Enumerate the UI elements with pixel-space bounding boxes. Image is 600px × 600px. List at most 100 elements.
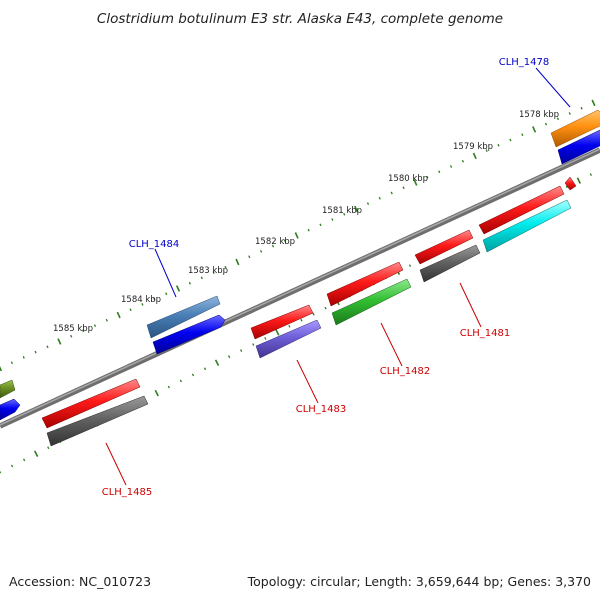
scale-label-1582: 1582 kbp xyxy=(255,237,295,247)
minor-tick xyxy=(390,191,393,195)
label-clh-1481[interactable]: CLH_1481 xyxy=(460,328,511,339)
major-tick xyxy=(576,177,582,184)
scale-label-1583: 1583 kbp xyxy=(188,266,228,276)
minor-tick xyxy=(212,271,215,274)
gene-olive-left[interactable] xyxy=(0,379,16,399)
minor-tick xyxy=(34,350,37,354)
minor-tick xyxy=(580,106,583,110)
gene-red-right[interactable] xyxy=(478,185,565,235)
minor-tick xyxy=(129,308,132,312)
major-tick xyxy=(235,258,240,266)
gene-red-1483a[interactable] xyxy=(250,304,314,340)
major-tick xyxy=(275,329,280,336)
minor-tick xyxy=(426,175,429,179)
gene-blue-1478b[interactable] xyxy=(557,129,600,165)
minor-tick xyxy=(438,170,441,174)
minor-tick xyxy=(252,343,255,346)
major-tick xyxy=(591,99,596,107)
minor-tick xyxy=(449,165,453,168)
reverse-strand-genes xyxy=(41,176,577,447)
gene-clh-1484[interactable] xyxy=(146,295,221,339)
leader-clh-1483 xyxy=(296,359,319,404)
scale-label-1579: 1579 kbp xyxy=(453,142,493,152)
minor-tick xyxy=(497,143,500,147)
minor-tick xyxy=(408,264,412,267)
minor-tick xyxy=(402,186,405,190)
accession-text: Accession: NC_010723 xyxy=(9,574,151,589)
minor-tick xyxy=(10,361,13,365)
minor-tick xyxy=(485,149,488,152)
scale-label-1585: 1585 kbp xyxy=(53,324,93,334)
major-tick xyxy=(57,338,62,345)
map-title: Clostridium botulinum E3 str. Alaska E43… xyxy=(97,11,503,27)
minor-tick xyxy=(461,159,464,163)
minor-tick xyxy=(240,349,243,352)
gene-labels: CLH_1478 CLH_1484 CLH_1481 CLH_1482 CLH_… xyxy=(102,57,550,498)
major-tick xyxy=(472,152,477,160)
major-tick xyxy=(175,285,181,292)
minor-tick xyxy=(70,334,73,338)
major-tick xyxy=(354,205,359,213)
major-tick xyxy=(214,359,220,366)
minor-tick xyxy=(179,379,182,383)
minor-tick xyxy=(188,281,191,285)
scale-label-1580: 1580 kbp xyxy=(388,174,428,184)
gene-blue-left[interactable] xyxy=(0,398,21,421)
minor-tick xyxy=(46,345,49,349)
minor-tick xyxy=(312,312,315,316)
minor-tick xyxy=(191,373,195,377)
gene-blue-1484b[interactable] xyxy=(152,314,226,355)
minor-tick xyxy=(248,255,251,259)
minor-tick xyxy=(260,250,263,253)
gene-red-1482a[interactable] xyxy=(326,261,404,307)
label-clh-1483[interactable]: CLH_1483 xyxy=(296,404,347,415)
major-tick xyxy=(33,450,39,457)
minor-tick xyxy=(165,292,168,296)
gene-red-small[interactable] xyxy=(564,176,577,191)
gene-clh-1482[interactable] xyxy=(331,278,412,326)
minor-tick xyxy=(224,265,227,269)
genome-backbone-highlight xyxy=(0,148,600,426)
gene-clh-1485[interactable] xyxy=(46,395,149,447)
label-clh-1485[interactable]: CLH_1485 xyxy=(102,487,153,498)
minor-tick xyxy=(366,202,370,205)
leader-clh-1478 xyxy=(535,67,571,108)
minor-tick xyxy=(565,185,568,189)
minor-tick xyxy=(283,239,286,243)
minor-tick xyxy=(589,173,592,176)
genome-backbone xyxy=(0,147,600,429)
gene-red-1485a[interactable] xyxy=(41,378,141,429)
label-leaders xyxy=(105,67,571,486)
gene-red-1481a[interactable] xyxy=(414,229,474,265)
minor-tick xyxy=(0,470,2,474)
leader-clh-1485 xyxy=(105,442,127,486)
scale-label-1581: 1581 kbp xyxy=(322,206,362,216)
genome-summary-text: Topology: circular; Length: 3,659,644 bp… xyxy=(247,574,591,589)
major-tick xyxy=(154,389,159,397)
minor-tick xyxy=(167,385,170,389)
minor-tick xyxy=(93,324,97,327)
minor-tick xyxy=(22,356,25,359)
minor-tick xyxy=(521,133,524,137)
scale-label-1578: 1578 kbp xyxy=(519,110,559,120)
minor-tick xyxy=(23,458,26,462)
gene-cyan-right[interactable] xyxy=(482,199,572,253)
minor-tick xyxy=(324,306,327,310)
leader-clh-1484 xyxy=(154,248,177,298)
label-clh-1482[interactable]: CLH_1482 xyxy=(380,366,431,377)
leader-clh-1481 xyxy=(459,282,482,328)
gene-clh-1478[interactable] xyxy=(550,109,600,148)
label-clh-1478[interactable]: CLH_1478 xyxy=(499,57,550,68)
minor-tick xyxy=(228,355,231,359)
label-clh-1484[interactable]: CLH_1484 xyxy=(129,239,180,250)
minor-tick xyxy=(47,446,50,450)
outer-tick-ring xyxy=(0,99,596,372)
gene-clh-1483[interactable] xyxy=(255,319,322,359)
major-tick xyxy=(532,126,537,133)
gene-clh-1481[interactable] xyxy=(419,244,481,283)
minor-tick xyxy=(10,464,14,468)
minor-tick xyxy=(568,112,571,115)
minor-tick xyxy=(153,297,156,301)
minor-tick xyxy=(271,244,275,248)
